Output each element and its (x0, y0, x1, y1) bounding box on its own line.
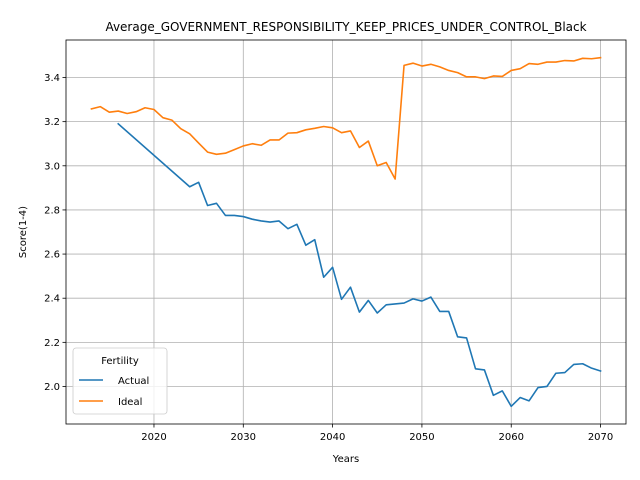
x-tick-label: 2040 (320, 432, 345, 443)
series-line-actual (117, 122, 602, 408)
series-line-ideal (90, 56, 602, 180)
x-tick-label: 2050 (409, 432, 434, 443)
legend-title: Fertility (101, 356, 139, 367)
x-tick-label: 2060 (499, 432, 524, 443)
y-tick-label: 2.8 (44, 205, 60, 216)
legend-label-actual: Actual (118, 376, 149, 387)
plot-area-frame (65, 39, 627, 425)
legend: Fertility Actual Ideal (72, 347, 168, 415)
series-lines (90, 56, 602, 408)
chart-title: Average_GOVERNMENT_RESPONSIBILITY_KEEP_P… (105, 20, 586, 34)
y-tick-label: 3.4 (44, 73, 60, 84)
y-tick-label: 2.2 (44, 338, 60, 349)
x-tick-label: 2020 (141, 432, 166, 443)
y-axis-label: Score(1-4) (18, 206, 29, 258)
legend-label-ideal: Ideal (118, 397, 142, 408)
axis-ticks: 2020 2030 2040 2050 2060 2070 2.0 2.2 2.4 2.6 2.8 3… (44, 73, 613, 443)
y-tick-label: 2.0 (44, 382, 60, 393)
x-axis-label: Years (332, 454, 359, 465)
grid-lines (66, 40, 626, 424)
legend-frame (72, 347, 168, 415)
x-tick-label: 2030 (231, 432, 256, 443)
y-tick-label: 3.0 (44, 161, 60, 172)
y-tick-label: 3.2 (44, 117, 60, 128)
y-tick-label: 2.4 (44, 294, 60, 305)
x-tick-label: 2070 (588, 432, 613, 443)
y-tick-label: 2.6 (44, 250, 60, 261)
